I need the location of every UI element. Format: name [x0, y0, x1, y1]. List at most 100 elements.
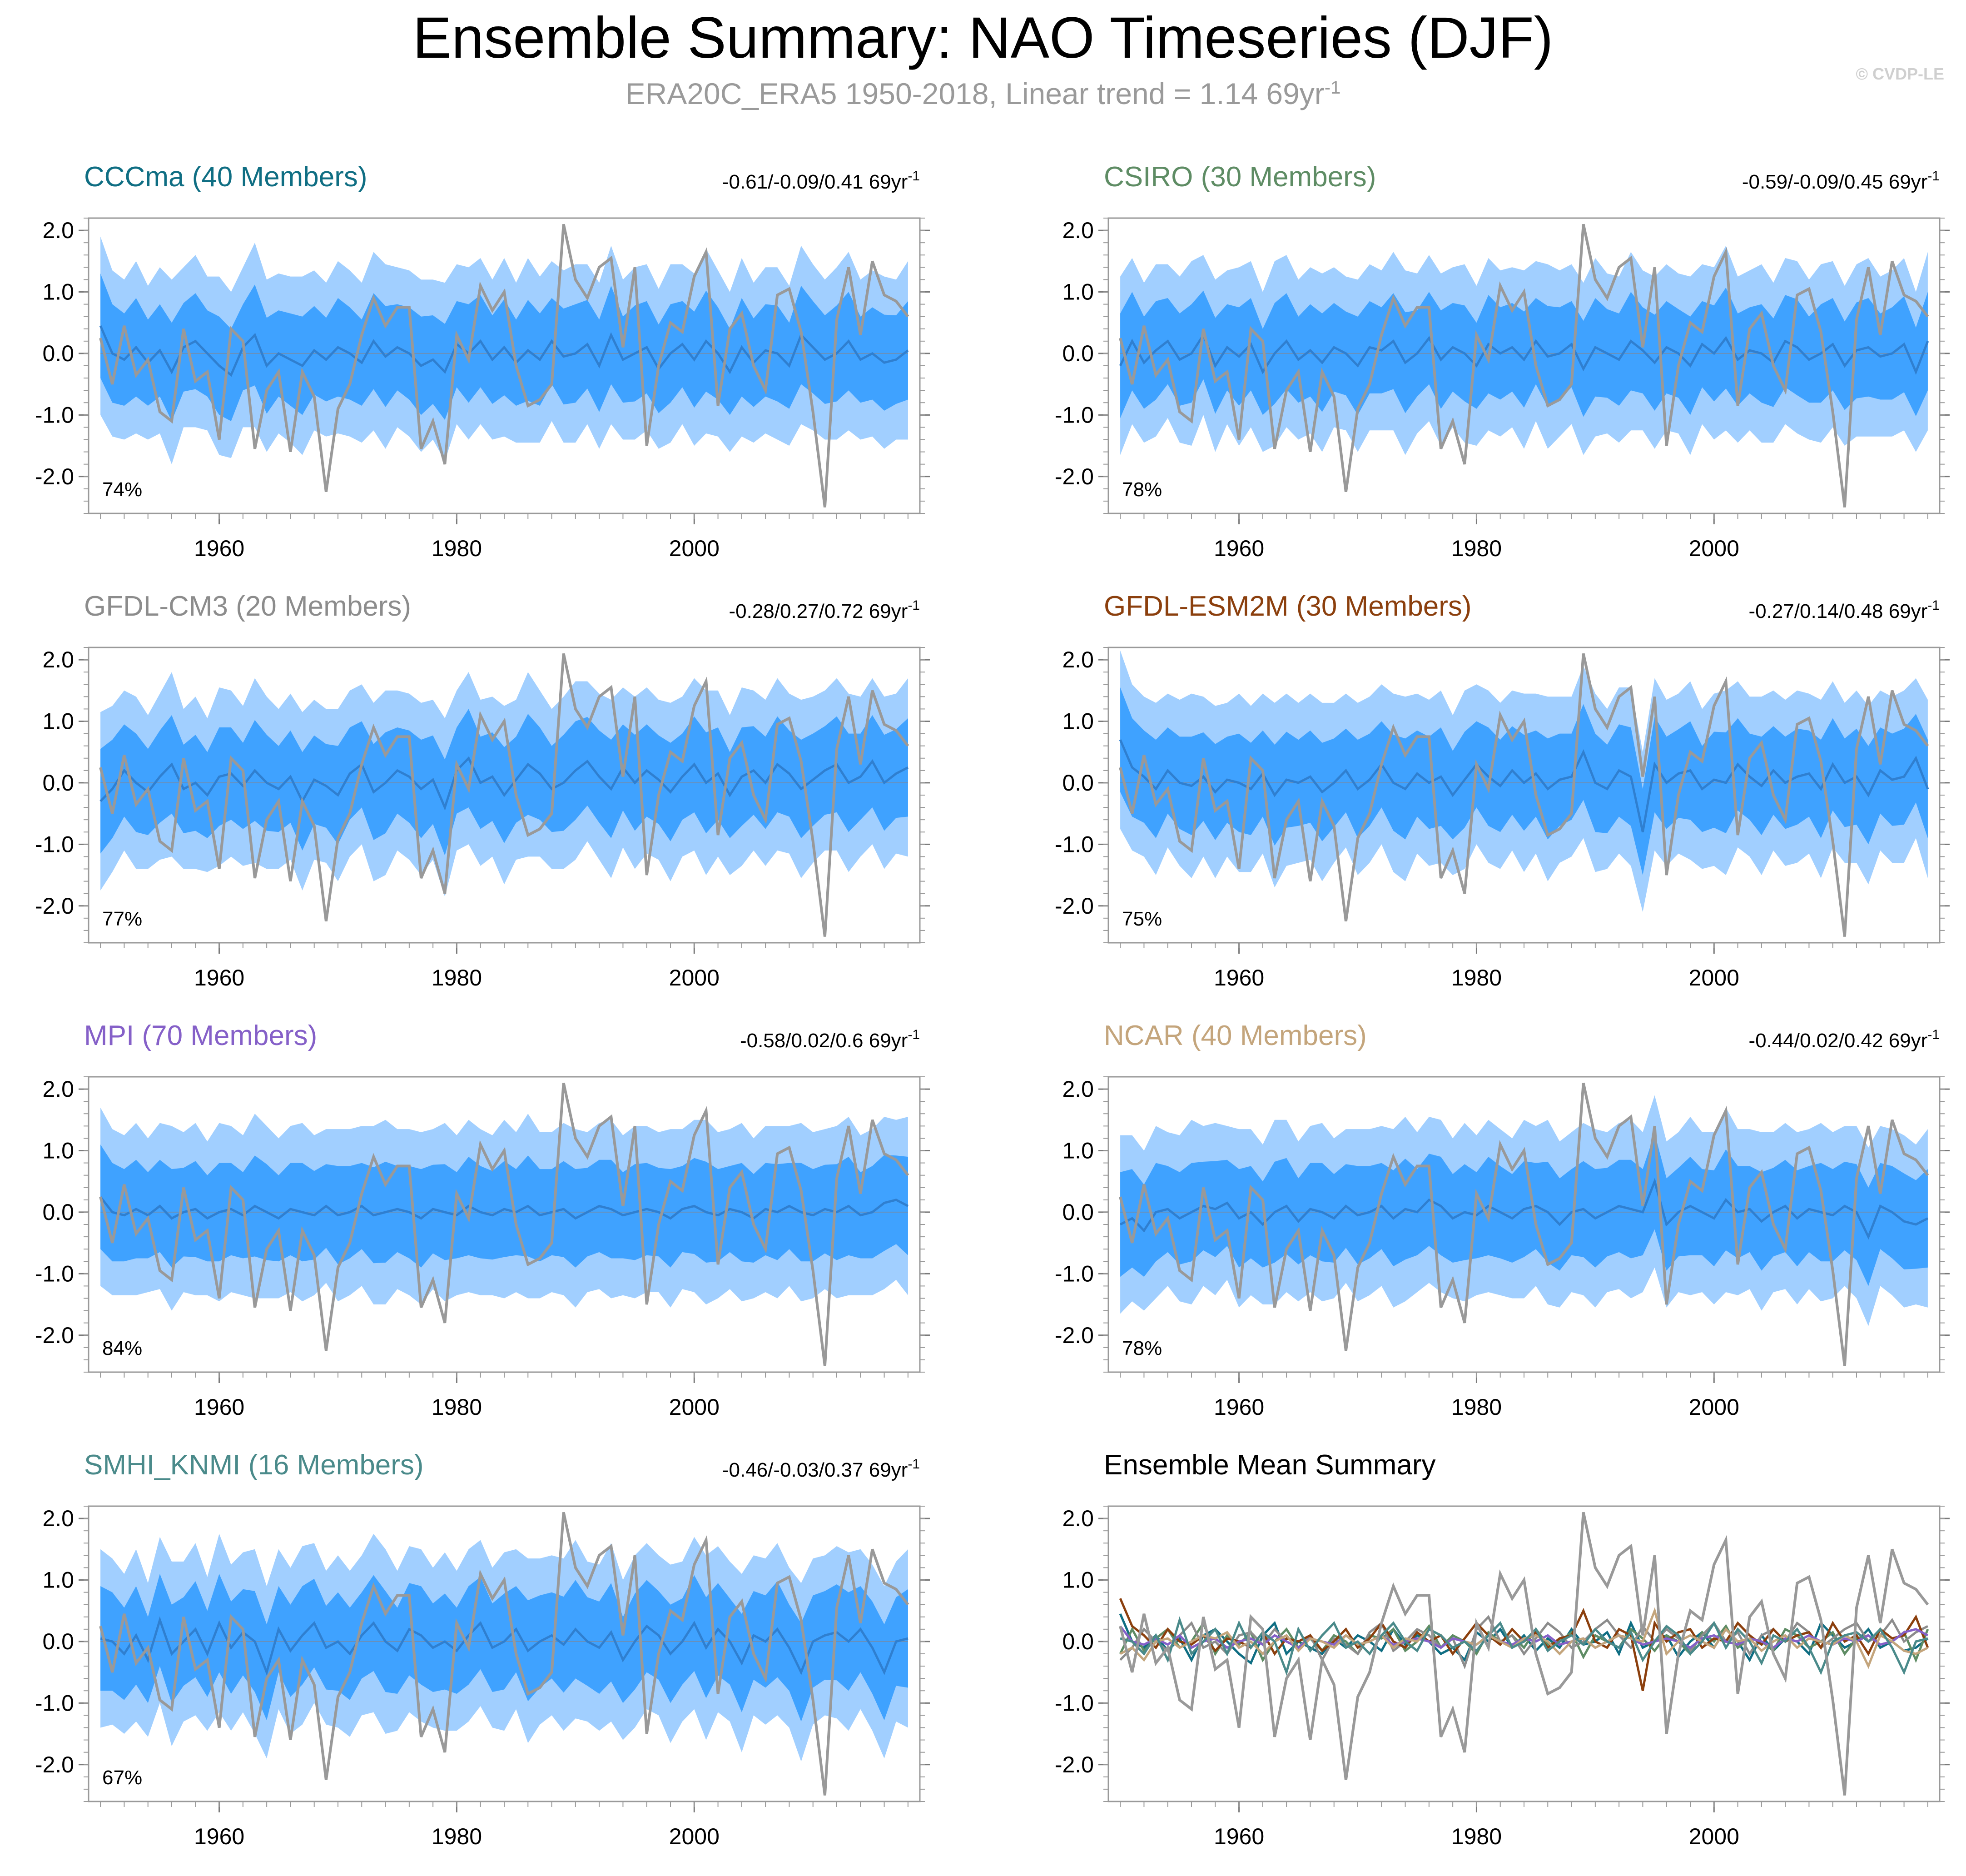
y-tick-label: 1.0: [42, 1567, 74, 1593]
x-tick-label: 1980: [432, 536, 482, 561]
panel-percent: 67%: [102, 1767, 142, 1789]
observed-line: [99, 653, 909, 937]
x-tick-label: 1980: [432, 1824, 482, 1849]
panel-percent: 77%: [102, 908, 142, 930]
x-tick-label: 2000: [669, 1824, 720, 1849]
panel-stat-text: -0.59/-0.09/0.45 69yr: [1742, 171, 1927, 193]
y-tick-label: -1.0: [1055, 402, 1094, 428]
ensemble-mean-line: [1119, 332, 1929, 375]
x-tick-label: 1980: [1451, 536, 1502, 561]
y-tick-label: -1.0: [1055, 1690, 1094, 1716]
x-tick-label: 2000: [1689, 536, 1739, 561]
y-tick-label: 0.0: [42, 1629, 74, 1654]
ensemble-mean-line: [99, 1196, 909, 1220]
x-tick-label: 1980: [432, 965, 482, 990]
y-tick-label: -1.0: [1055, 831, 1094, 857]
panel-stat: -0.27/0.14/0.48 69yr-1: [1748, 598, 1940, 622]
observed-line: [1119, 1512, 1929, 1796]
subtitle-superscript: -1: [1324, 78, 1341, 98]
y-tick-label: 2.0: [1062, 1506, 1094, 1531]
y-tick-label: -1.0: [1055, 1261, 1094, 1286]
panel-stat-superscript: -1: [1927, 598, 1940, 613]
x-tick-label: 2000: [669, 1394, 720, 1420]
panel-stat: -0.61/-0.09/0.41 69yr-1: [722, 169, 920, 193]
x-tick-label: 2000: [1689, 965, 1739, 990]
ensemble-mean-line: [1119, 1178, 1929, 1240]
y-tick-label: -2.0: [35, 893, 74, 919]
x-tick-label: 1960: [194, 965, 244, 990]
panel-2: CSIRO (30 Members) -0.59/-0.09/0.45 69yr-…: [1055, 161, 1950, 561]
x-tick-label: 1960: [194, 1824, 244, 1849]
x-tick-label: 2000: [1689, 1824, 1739, 1849]
panel-stat: -0.44/0.02/0.42 69yr-1: [1748, 1027, 1940, 1052]
observed-line: [1119, 224, 1929, 508]
y-tick-label: -1.0: [35, 402, 74, 428]
observed-line: [1119, 653, 1929, 937]
ensemble-mean-line: [99, 325, 909, 377]
ensemble-mean-line: [1119, 739, 1929, 832]
summary-series-line: [1120, 1616, 1928, 1676]
x-tick-label: 1960: [1214, 1824, 1264, 1849]
x-tick-label: 1980: [1451, 1824, 1502, 1849]
y-tick-label: 1.0: [42, 709, 74, 734]
summary-series-line: [1119, 1615, 1929, 1670]
y-tick-label: 2.0: [1062, 218, 1094, 243]
y-tick-label: 0.0: [1062, 341, 1094, 366]
observed-line: [1119, 1082, 1929, 1366]
x-tick-label: 1980: [1451, 965, 1502, 990]
inner-spread-band: [100, 1574, 908, 1722]
panel-stat-text: -0.46/-0.03/0.37 69yr: [722, 1459, 908, 1481]
ensemble-mean-line: [99, 756, 909, 811]
y-tick-label: 1.0: [1062, 1138, 1094, 1164]
y-tick-label: -1.0: [35, 1690, 74, 1716]
panel-title: GFDL-CM3 (20 Members): [84, 591, 411, 622]
panel-stat: -0.58/0.02/0.6 69yr-1: [740, 1027, 920, 1052]
panel-percent: 74%: [102, 478, 142, 501]
y-tick-label: 2.0: [1062, 1076, 1094, 1102]
panel-title: MPI (70 Members): [84, 1020, 317, 1051]
panel-stat-text: -0.61/-0.09/0.41 69yr: [722, 171, 908, 193]
y-tick-label: 2.0: [42, 647, 74, 672]
x-tick-label: 1960: [1214, 965, 1264, 990]
panel-stat: -0.28/0.27/0.72 69yr-1: [729, 598, 920, 622]
panel-title: Ensemble Mean Summary: [1104, 1449, 1436, 1481]
y-tick-label: 0.0: [1062, 770, 1094, 796]
ensemble-mean-line: [100, 1616, 909, 1676]
y-tick-label: 0.0: [1062, 1629, 1094, 1654]
panel-percent: 78%: [1122, 478, 1162, 501]
x-tick-label: 2000: [669, 536, 720, 561]
y-tick-label: 0.0: [42, 770, 74, 796]
panel-stat: -0.59/-0.09/0.45 69yr-1: [1742, 169, 1940, 193]
y-tick-label: 2.0: [42, 218, 74, 243]
y-tick-label: 2.0: [42, 1506, 74, 1531]
panel-percent: 84%: [102, 1337, 142, 1359]
panel-stat-superscript: -1: [908, 1027, 920, 1042]
y-tick-label: -1.0: [35, 1261, 74, 1286]
y-tick-label: -2.0: [1055, 893, 1094, 919]
panel-3: GFDL-CM3 (20 Members) -0.28/0.27/0.72 69y…: [35, 591, 930, 990]
y-tick-label: -1.0: [35, 831, 74, 857]
inner-spread-band: [1120, 288, 1928, 418]
subtitle-text: ERA20C_ERA5 1950-2018, Linear trend = 1.…: [625, 77, 1325, 110]
panel-1: CCCma (40 Members) -0.61/-0.09/0.41 69yr-…: [35, 161, 930, 561]
panel-7: SMHI_KNMI (16 Members) -0.46/-0.03/0.37 6…: [35, 1449, 930, 1849]
y-tick-label: -2.0: [1055, 1752, 1094, 1777]
panel-title: GFDL-ESM2M (30 Members): [1104, 591, 1472, 622]
panel-title: CSIRO (30 Members): [1104, 161, 1376, 193]
panel-stat-text: -0.28/0.27/0.72 69yr: [729, 600, 908, 622]
x-tick-label: 1960: [1214, 536, 1264, 561]
y-tick-label: 2.0: [1062, 647, 1094, 672]
y-tick-label: 1.0: [42, 279, 74, 305]
y-tick-label: 2.0: [42, 1076, 74, 1102]
panel-stat-superscript: -1: [908, 598, 920, 613]
x-tick-label: 1960: [1214, 1394, 1264, 1420]
panel-stat-superscript: -1: [908, 169, 920, 184]
panel-stat-superscript: -1: [908, 1457, 920, 1472]
x-tick-label: 1980: [432, 1394, 482, 1420]
y-tick-label: -2.0: [1055, 464, 1094, 489]
y-tick-label: 1.0: [42, 1138, 74, 1164]
panel-stat-text: -0.27/0.14/0.48 69yr: [1748, 600, 1927, 622]
x-tick-label: 1980: [1451, 1394, 1502, 1420]
panel-5: MPI (70 Members) -0.58/0.02/0.6 69yr-1 2.0…: [35, 1020, 930, 1420]
y-tick-label: 1.0: [1062, 709, 1094, 734]
